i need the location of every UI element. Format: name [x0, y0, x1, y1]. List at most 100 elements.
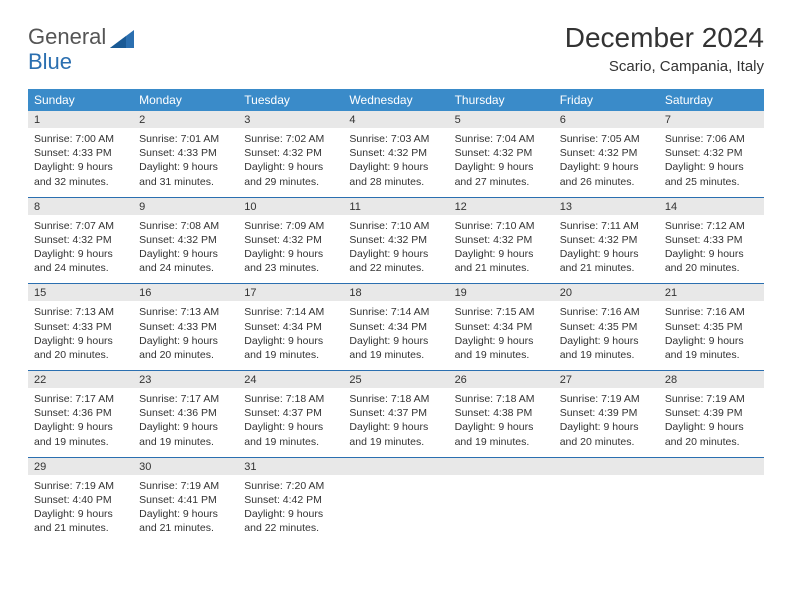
sunset-text: Sunset: 4:42 PM	[244, 493, 337, 507]
sunrise-text: Sunrise: 7:16 AM	[665, 305, 758, 319]
day-cell: Sunrise: 7:17 AMSunset: 4:36 PMDaylight:…	[28, 388, 133, 457]
d1-text: Daylight: 9 hours	[349, 247, 442, 261]
sunset-text: Sunset: 4:35 PM	[560, 320, 653, 334]
d2-text: and 19 minutes.	[665, 348, 758, 362]
sunset-text: Sunset: 4:34 PM	[349, 320, 442, 334]
daycells-row: Sunrise: 7:19 AMSunset: 4:40 PMDaylight:…	[28, 475, 764, 544]
day-cell: Sunrise: 7:00 AMSunset: 4:33 PMDaylight:…	[28, 128, 133, 197]
day-cell: Sunrise: 7:10 AMSunset: 4:32 PMDaylight:…	[343, 215, 448, 284]
day-cell: Sunrise: 7:18 AMSunset: 4:37 PMDaylight:…	[343, 388, 448, 457]
d2-text: and 22 minutes.	[244, 521, 337, 535]
brand-word1: General	[28, 24, 106, 49]
day-cell: Sunrise: 7:03 AMSunset: 4:32 PMDaylight:…	[343, 128, 448, 197]
sunrise-text: Sunrise: 7:12 AM	[665, 219, 758, 233]
daycells-row: Sunrise: 7:13 AMSunset: 4:33 PM Daylight:…	[28, 301, 764, 370]
day-cell	[343, 475, 448, 544]
sunset-text: Sunset: 4:35 PM	[665, 320, 758, 334]
sunrise-text: Sunrise: 7:19 AM	[665, 392, 758, 406]
page-header: General Blue December 2024 Scario, Campa…	[28, 22, 764, 75]
daycells-row: Sunrise: 7:00 AMSunset: 4:33 PMDaylight:…	[28, 128, 764, 197]
weekday-header-row: Sunday Monday Tuesday Wednesday Thursday…	[28, 89, 764, 111]
day-cell: Sunrise: 7:16 AMSunset: 4:35 PMDaylight:…	[554, 301, 659, 370]
d1-text: Daylight: 9 hours	[665, 160, 758, 174]
d1-text: Daylight: 9 hours	[455, 160, 548, 174]
day-cell: Sunrise: 7:04 AMSunset: 4:32 PMDaylight:…	[449, 128, 554, 197]
sunrise-text: Sunrise: 7:06 AM	[665, 132, 758, 146]
d1-text: Daylight: 9 hours	[244, 334, 337, 348]
day-number: 30	[133, 458, 238, 475]
weekday-sun: Sunday	[28, 89, 133, 111]
d2-text: and 31 minutes.	[139, 175, 232, 189]
brand-logo: General Blue	[28, 22, 138, 73]
d2-text: and 19 minutes.	[560, 348, 653, 362]
day-cell	[449, 475, 554, 544]
day-cell: Sunrise: 7:19 AMSunset: 4:40 PMDaylight:…	[28, 475, 133, 544]
day-cell: Sunrise: 7:08 AMSunset: 4:32 PMDaylight:…	[133, 215, 238, 284]
d1-text: Daylight: 9 hours	[560, 160, 653, 174]
day-cell: Sunrise: 7:18 AMSunset: 4:37 PMDaylight:…	[238, 388, 343, 457]
d2-text: and 19 minutes.	[244, 435, 337, 449]
weekday-mon: Monday	[133, 89, 238, 111]
day-number: 21	[659, 284, 764, 301]
sunrise-text: Sunrise: 7:13 AM	[34, 305, 127, 319]
sunset-text: Sunset: 4:32 PM	[560, 146, 653, 160]
daynum-row: 15161718192021	[28, 284, 764, 301]
day-number: 17	[238, 284, 343, 301]
title-block: December 2024 Scario, Campania, Italy	[565, 22, 764, 75]
sunset-text: Sunset: 4:40 PM	[34, 493, 127, 507]
sunset-text: Sunset: 4:33 PM	[139, 146, 232, 160]
day-number: 3	[238, 111, 343, 128]
brand-sail-icon	[110, 30, 138, 52]
sunrise-text: Sunrise: 7:14 AM	[349, 305, 442, 319]
sunrise-text: Sunrise: 7:19 AM	[139, 479, 232, 493]
d1-text: Daylight: 9 hours	[665, 420, 758, 434]
d1-text: Daylight: 9 hours	[244, 507, 337, 521]
sunset-text: Sunset: 4:36 PM	[34, 406, 127, 420]
d2-text: and 28 minutes.	[349, 175, 442, 189]
sunset-text: Sunset: 4:37 PM	[244, 406, 337, 420]
sunset-text: Sunset: 4:32 PM	[560, 233, 653, 247]
day-number: 9	[133, 198, 238, 215]
daynum-row: 22232425262728	[28, 371, 764, 388]
sunrise-text: Sunrise: 7:16 AM	[560, 305, 653, 319]
d2-text: and 27 minutes.	[455, 175, 548, 189]
d1-text: Daylight: 9 hours	[349, 160, 442, 174]
weekday-sat: Saturday	[659, 89, 764, 111]
day-cell: Sunrise: 7:19 AMSunset: 4:39 PMDaylight:…	[659, 388, 764, 457]
sunset-text: Sunset: 4:32 PM	[455, 233, 548, 247]
d2-text: and 19 minutes.	[244, 348, 337, 362]
day-cell: Sunrise: 7:05 AMSunset: 4:32 PMDaylight:…	[554, 128, 659, 197]
sunrise-text: Sunrise: 7:04 AM	[455, 132, 548, 146]
day-number: 11	[343, 198, 448, 215]
d2-text: and 20 minutes.	[560, 435, 653, 449]
day-number: 24	[238, 371, 343, 388]
sunrise-text: Sunrise: 7:19 AM	[34, 479, 127, 493]
calendar-page: General Blue December 2024 Scario, Campa…	[0, 0, 792, 553]
daynum-row: 293031	[28, 458, 764, 475]
sunset-text: Sunset: 4:41 PM	[139, 493, 232, 507]
day-number: 19	[449, 284, 554, 301]
d1-text: Daylight: 9 hours	[139, 420, 232, 434]
weekday-thu: Thursday	[449, 89, 554, 111]
sunset-text: Sunset: 4:33 PM	[34, 320, 127, 334]
day-number: 6	[554, 111, 659, 128]
sunset-text: Sunset: 4:39 PM	[560, 406, 653, 420]
sunrise-text: Sunrise: 7:08 AM	[139, 219, 232, 233]
day-cell: Sunrise: 7:18 AMSunset: 4:38 PMDaylight:…	[449, 388, 554, 457]
daynum-row: 891011121314	[28, 198, 764, 215]
d1-text: Daylight: 9 hours	[139, 334, 232, 348]
d2-text: and 21 minutes.	[560, 261, 653, 275]
sunrise-text: Sunrise: 7:11 AM	[560, 219, 653, 233]
day-cell	[659, 475, 764, 544]
day-cell: Sunrise: 7:07 AMSunset: 4:32 PMDaylight:…	[28, 215, 133, 284]
weekday-fri: Friday	[554, 89, 659, 111]
day-number	[343, 458, 448, 475]
d2-text: and 24 minutes.	[139, 261, 232, 275]
day-cell: Sunrise: 7:11 AMSunset: 4:32 PMDaylight:…	[554, 215, 659, 284]
sunrise-text: Sunrise: 7:02 AM	[244, 132, 337, 146]
sunrise-text: Sunrise: 7:17 AM	[139, 392, 232, 406]
d1-text: Daylight: 9 hours	[455, 247, 548, 261]
day-cell: Sunrise: 7:14 AMSunset: 4:34 PMDaylight:…	[343, 301, 448, 370]
sunrise-text: Sunrise: 7:15 AM	[455, 305, 548, 319]
d2-text: and 19 minutes.	[455, 435, 548, 449]
